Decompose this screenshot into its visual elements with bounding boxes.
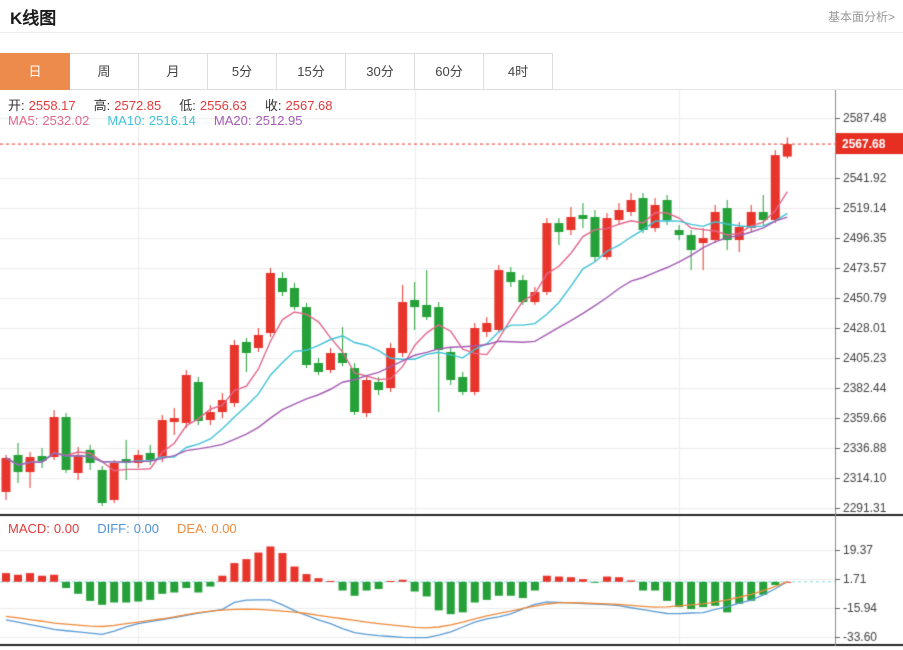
chart-area: 开: 2558.17 高: 2572.85 低: 2556.63 收: 2567.68 MA5… xyxy=(0,90,903,650)
tab-4时[interactable]: 4时 xyxy=(483,53,553,90)
tab-30分[interactable]: 30分 xyxy=(345,53,415,90)
tab-15分[interactable]: 15分 xyxy=(276,53,346,90)
tab-日[interactable]: 日 xyxy=(0,53,70,90)
page-title: K线图 xyxy=(10,8,57,28)
tab-5分[interactable]: 5分 xyxy=(207,53,277,90)
tab-周[interactable]: 周 xyxy=(69,53,139,90)
tab-月[interactable]: 月 xyxy=(138,53,208,90)
kline-canvas[interactable] xyxy=(0,90,903,650)
period-tabbar: 日周月 5分 15分 30分 60分 4时 xyxy=(0,53,903,90)
fundamental-analysis-link[interactable]: 基本面分析> xyxy=(827,9,895,24)
tab-60分[interactable]: 60分 xyxy=(414,53,484,90)
header: K线图 基本面分析> xyxy=(0,0,903,33)
